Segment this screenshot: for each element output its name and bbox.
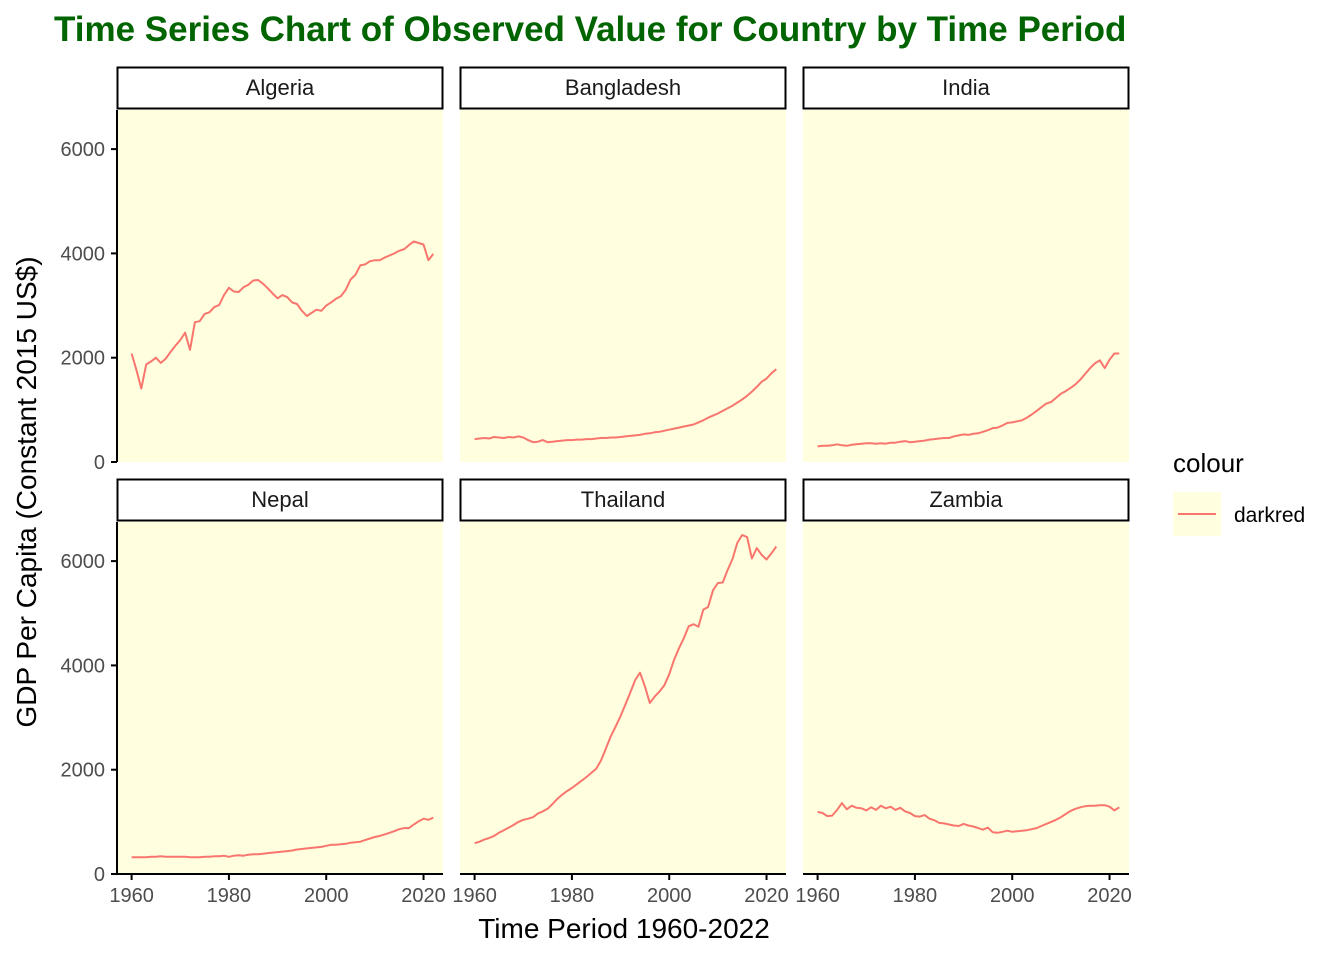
series-line-zambia: [817, 802, 1120, 834]
y-tick-label: 2000: [61, 760, 106, 782]
series-line-nepal: [131, 816, 434, 859]
legend-label-darkred: darkred: [1234, 504, 1305, 527]
x-tick-label: 1960: [452, 885, 497, 907]
panel-background-bangladesh: [460, 110, 786, 462]
y-tick-label: 4000: [61, 243, 106, 265]
x-tick-label: 1980: [207, 885, 252, 907]
strip-bangladesh: [459, 66, 787, 110]
series-line-algeria: [130, 240, 435, 390]
x-tick-label: 1960: [795, 885, 840, 907]
strip-india: [802, 66, 1130, 110]
panel-background-zambia: [803, 522, 1129, 874]
x-tick-label: 2000: [990, 885, 1035, 907]
chart-title: Time Series Chart of Observed Value for …: [54, 10, 1126, 49]
strip-zambia: [802, 478, 1130, 522]
strip-label-india: India: [942, 75, 990, 100]
y-tick-label: 6000: [61, 139, 106, 161]
strip-nepal: [116, 478, 444, 522]
strip-algeria: [116, 66, 444, 110]
y-tick-label: 6000: [61, 551, 106, 573]
strip-label-algeria: Algeria: [246, 75, 315, 100]
strip-label-bangladesh: Bangladesh: [565, 75, 681, 100]
x-tick-label: 1980: [550, 885, 595, 907]
x-tick-label: 2020: [744, 885, 789, 907]
facet-panels: Algeria 0 2000 4000 6000 Bangladesh India Nepal…: [61, 66, 1132, 907]
strip-label-nepal: Nepal: [251, 487, 308, 512]
panel-background-algeria: [117, 110, 443, 462]
x-tick-label: 2020: [1087, 885, 1132, 907]
panel-background-india: [803, 110, 1129, 462]
x-tick-label: 2020: [401, 885, 446, 907]
panel-background-nepal: [117, 522, 443, 874]
x-axis-title: Time Period 1960-2022: [478, 913, 770, 944]
y-tick-label: 0: [94, 864, 105, 886]
y-tick-label: 2000: [61, 348, 106, 370]
strip-label-zambia: Zambia: [929, 487, 1003, 512]
series-line-india: [817, 352, 1120, 448]
y-axis-title: GDP Per Capita (Constant 2015 US$): [11, 256, 42, 727]
series-line-bangladesh: [474, 368, 777, 444]
x-tick-label: 1960: [109, 885, 154, 907]
legend-title: colour: [1173, 448, 1244, 478]
x-tick-label: 2000: [647, 885, 692, 907]
strip-thailand: [459, 478, 787, 522]
x-tick-label: 2000: [304, 885, 349, 907]
y-tick-label: 0: [94, 452, 105, 474]
panel-background-thailand: [460, 522, 786, 874]
strip-label-thailand: Thailand: [581, 487, 665, 512]
y-tick-label: 4000: [61, 655, 106, 677]
x-tick-label: 1980: [893, 885, 938, 907]
series-line-thailand: [474, 534, 778, 845]
